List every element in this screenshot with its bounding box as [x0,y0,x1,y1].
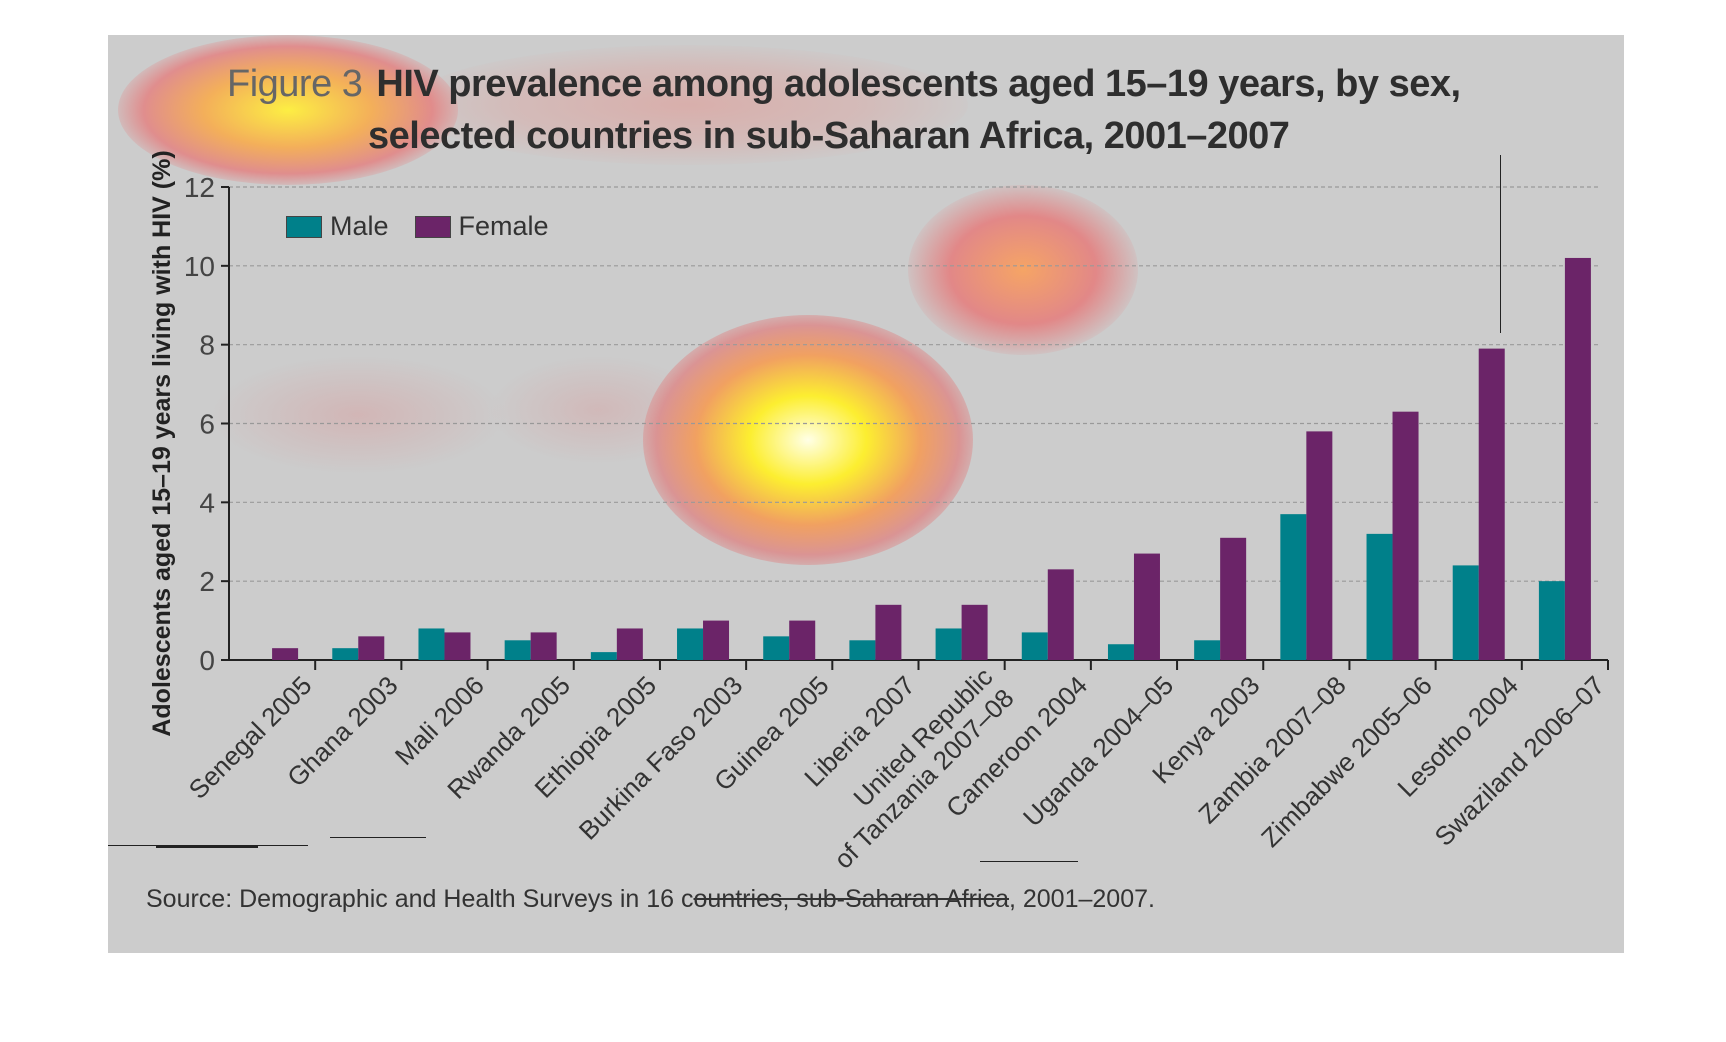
y-tick-label: 10 [184,251,215,282]
source-prefix: Source: Demographic and Health Surveys i… [146,885,694,913]
figure-title-line-2: selected countries in sub-Saharan Africa… [368,115,1290,157]
bar-female [875,604,902,660]
bar-male [332,648,359,660]
bar-male [677,628,704,660]
bar-female [789,620,816,660]
y-tick-label: 8 [199,330,215,361]
legend-swatch-male [286,215,322,238]
bar-male [504,640,531,660]
source-suffix: , 2001–2007. [1008,885,1155,913]
figure-label: Figure 3 [227,63,363,105]
legend-label-female: Female [458,211,549,241]
divider-line-3 [330,837,426,838]
legend-item-female: Female [414,211,549,242]
bar-chart: 0 2 4 6 8 10 12 Adolescents aged 15–19 years li… [148,150,1611,874]
figure-panel: 0 2 4 6 8 10 12 Adolescents aged 15–19 years li… [108,35,1624,953]
chart-legend: Male Female [286,211,567,242]
bar-male [1538,581,1565,660]
bar-female [1133,553,1160,660]
bar-male [418,628,445,660]
marker-line [1500,155,1501,333]
x-tick-label: Swaziland 2006–07 [1429,670,1611,852]
x-tick-label: Burkina Faso 2003 [573,670,749,846]
x-tick-label-line: Swaziland 2006–07 [1429,670,1611,852]
bar-female [1220,537,1247,660]
bar-male [1107,644,1134,660]
bar-female [272,648,299,660]
y-tick-label: 6 [199,409,215,440]
divider-line-2 [156,846,258,848]
x-tick-label-line: Uganda 2004–05 [1017,670,1179,832]
bar-male [763,636,790,660]
bar-female [616,628,643,660]
y-tick-label: 2 [199,566,215,597]
figure-title-line-1: HIV prevalence among adolescents aged 15… [376,63,1461,105]
bar-female [1478,348,1505,660]
legend-swatch-female [414,215,451,238]
divider-line-4 [980,861,1078,862]
x-tick-label-line: Zambia 2007–08 [1192,670,1351,829]
bar-female [1564,257,1591,660]
x-tick-label-line: Burkina Faso 2003 [573,670,749,846]
bar-male [935,628,962,660]
x-tick-label: Zambia 2007–08 [1192,670,1351,829]
legend-item-male: Male [286,211,389,242]
bar-female [1047,569,1074,660]
bar-male [1021,632,1048,660]
bar-female [358,636,385,660]
bar-female [703,620,730,660]
source-struck-text: ountries, sub-Saharan Africa [693,885,1009,913]
y-tick-label: 0 [199,645,215,676]
bar-female [444,632,471,660]
y-tick-label: 4 [199,487,215,518]
divider-line-1 [108,845,308,846]
bar-male [1452,565,1479,660]
source-note: Source: Demographic and Health Surveys i… [146,885,1155,914]
bar-female [961,604,988,660]
y-axis-label: Adolescents aged 15–19 years living with… [148,150,176,736]
figure-heading: Figure 3 HIV prevalence among adolescents… [227,63,1461,106]
bar-male [1366,533,1393,660]
bar-male [1280,514,1307,660]
bar-male [849,640,876,660]
y-tick-label: 12 [184,172,215,203]
bar-female [530,632,557,660]
bar-female [1306,431,1333,660]
bar-male [590,652,617,660]
x-tick-label: Uganda 2004–05 [1017,670,1179,832]
legend-label-male: Male [330,211,389,241]
bar-male [1194,640,1221,660]
bar-female [1392,411,1419,660]
